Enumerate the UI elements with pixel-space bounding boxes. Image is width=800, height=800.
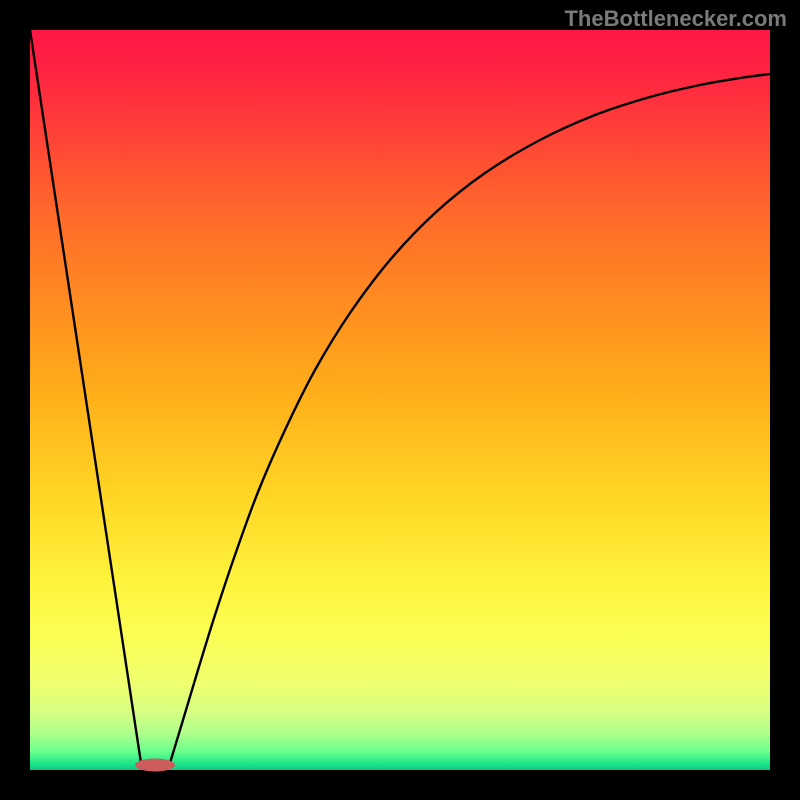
plot-background [30,30,770,770]
optimum-marker [135,759,175,772]
chart-frame: TheBottlenecker.com [0,0,800,800]
watermark-text: TheBottlenecker.com [564,6,787,32]
bottleneck-chart [0,0,800,800]
